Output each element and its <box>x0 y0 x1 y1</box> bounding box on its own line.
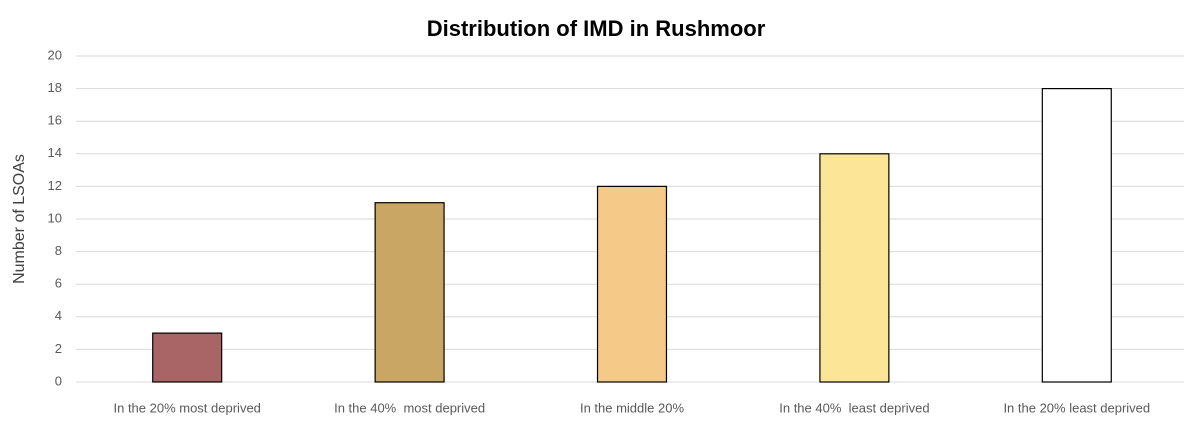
y-tick-label: 18 <box>48 80 62 95</box>
y-tick-label: 0 <box>55 373 62 388</box>
x-tick-label: In the 20% most deprived <box>113 400 260 415</box>
bar <box>596 185 668 383</box>
y-axis-label: Number of LSOAs <box>11 154 28 284</box>
chart-title: Distribution of IMD in Rushmoor <box>427 16 766 41</box>
y-tick-label: 6 <box>55 276 62 291</box>
y-tick-label: 12 <box>48 178 62 193</box>
y-tick-label: 16 <box>48 113 62 128</box>
x-tick-label: In the 40% least deprived <box>779 400 929 415</box>
x-tick-label: In the 40% most deprived <box>334 400 485 415</box>
x-tick-label: In the middle 20% <box>580 400 685 415</box>
y-tick-label: 4 <box>55 308 62 323</box>
bar <box>374 202 445 383</box>
y-tick-label: 2 <box>55 341 62 356</box>
y-tick-label: 20 <box>48 47 62 62</box>
y-tick-label: 10 <box>48 210 62 225</box>
x-tick-label: In the 20% least deprived <box>1003 400 1150 415</box>
bar <box>819 153 890 383</box>
bar <box>152 332 223 383</box>
y-tick-label: 8 <box>55 243 62 258</box>
bar <box>1041 87 1112 383</box>
y-tick-label: 14 <box>48 145 62 160</box>
